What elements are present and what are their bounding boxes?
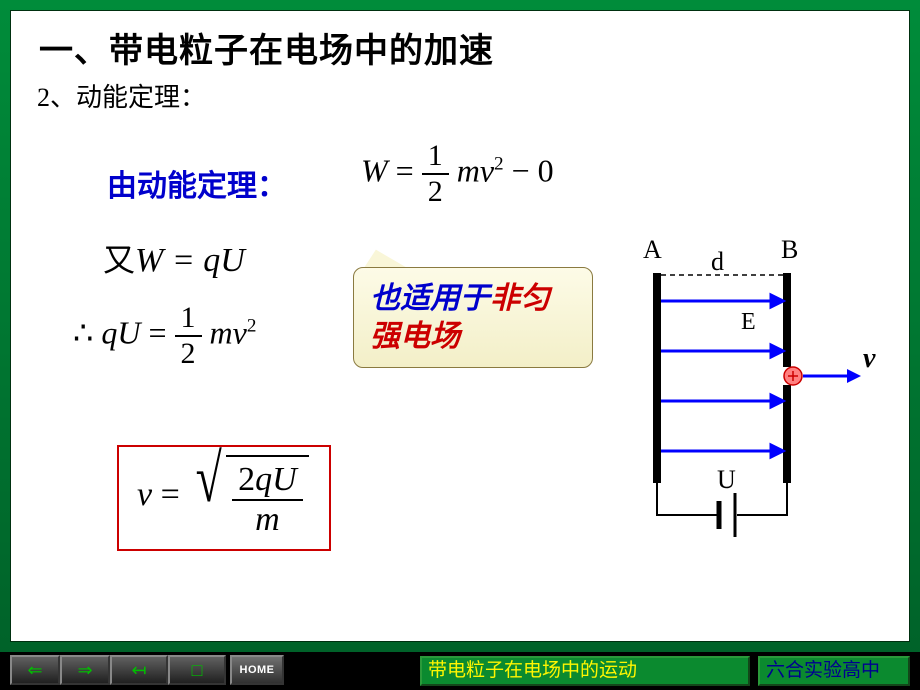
eq4-num-rest: qU <box>255 461 297 498</box>
eq1-num: 1 <box>422 141 449 175</box>
nav-row: ⇐ ⇒ ↤ □ HOME <box>10 655 284 685</box>
label-d: d <box>711 247 724 277</box>
equation-4: v = √ 2qU m <box>137 476 309 513</box>
eq1-eq: = <box>396 152 414 188</box>
eq3-lhs: qU <box>101 314 140 350</box>
first-arrow-icon: ↤ <box>131 660 146 681</box>
eq4-eq: = <box>161 476 180 513</box>
sqrt-wrap: √ 2qU m <box>190 455 308 539</box>
field-diagram: A B d E v U <box>633 243 893 563</box>
eq3-eq: = <box>148 314 166 350</box>
footer-school[interactable]: 六合实验高中 <box>758 656 910 686</box>
nav-last-button[interactable]: □ <box>168 655 226 685</box>
sqrt-sign: √ <box>196 455 222 503</box>
eq3-num: 1 <box>175 303 202 337</box>
slide-inner: 一、带电粒子在电场中的加速 2、动能定理： 由动能定理： W = 1 2 mv2… <box>10 10 910 642</box>
slide-frame: 一、带电粒子在电场中的加速 2、动能定理： 由动能定理： W = 1 2 mv2… <box>0 0 920 690</box>
eq1-frac: 1 2 <box>422 141 449 207</box>
diagram-svg <box>633 243 893 563</box>
sqrt-body: 2qU m <box>226 455 309 539</box>
eq1-den: 2 <box>422 175 449 207</box>
callout-blue: 也适用于 <box>370 282 490 315</box>
back-arrow-icon: ⇐ <box>27 660 42 681</box>
equation-3: ∴ qU = 1 2 mv2 <box>73 303 256 369</box>
label-v: v <box>863 343 875 375</box>
eq1-sup: 2 <box>494 154 504 175</box>
stop-icon: □ <box>192 660 203 681</box>
label-B: B <box>781 235 798 265</box>
kinetic-energy-label: 由动能定理： <box>107 161 287 205</box>
label-A: A <box>643 235 662 265</box>
eq3-frac: 1 2 <box>175 303 202 369</box>
result-box: v = √ 2qU m <box>117 445 331 551</box>
equation-1: W = 1 2 mv2 − 0 <box>361 141 554 207</box>
footer-title[interactable]: 带电粒子在电场中的运动 <box>420 656 750 686</box>
home-button[interactable]: HOME <box>230 655 284 685</box>
eq3-sup: 2 <box>247 316 257 337</box>
nav-back-button[interactable]: ⇐ <box>10 655 60 685</box>
eq4-den: m <box>232 501 303 537</box>
subtitle: 2、动能定理： <box>37 77 206 114</box>
eq1-mv: mv <box>457 152 494 188</box>
main-title: 一、带电粒子在电场中的加速 <box>39 23 494 72</box>
label-E: E <box>741 309 756 336</box>
eq1-tail: − 0 <box>512 152 554 188</box>
label-U: U <box>717 465 736 495</box>
eq3-mv: mv <box>210 314 247 350</box>
nav-first-button[interactable]: ↤ <box>110 655 168 685</box>
eq1-W: W <box>361 152 388 188</box>
eq2-body: W = qU <box>135 242 245 279</box>
equation-2: 又W = qU <box>103 235 245 281</box>
eq3-therefore: ∴ <box>73 314 93 350</box>
eq2-prefix: 又 <box>103 242 135 278</box>
eq3-den: 2 <box>175 337 202 369</box>
callout-box: 也适用于非匀强电场 <box>353 267 593 368</box>
home-label: HOME <box>240 664 275 676</box>
forward-arrow-icon: ⇒ <box>77 660 92 681</box>
nav-forward-button[interactable]: ⇒ <box>60 655 110 685</box>
eq4-lhs: v <box>137 476 152 513</box>
